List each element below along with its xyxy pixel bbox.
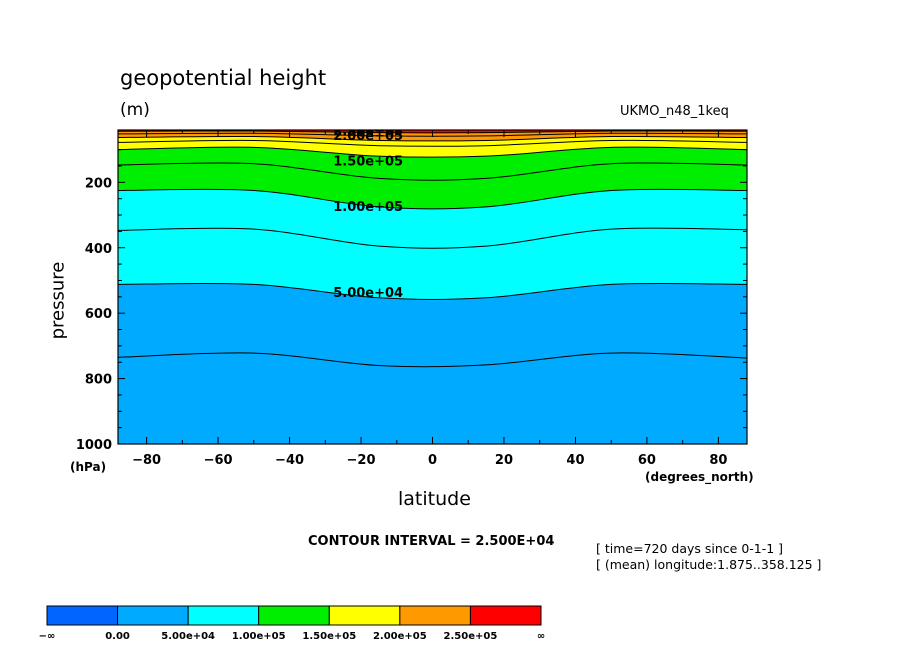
contour-line-150000 (118, 146, 747, 158)
y-axis-unit: (hPa) (70, 460, 107, 474)
colorbar-swatch (399, 605, 471, 626)
dataset-label: UKMO_n48_1keq (620, 104, 729, 119)
contour-line-50000 (118, 282, 747, 300)
longitude-info: [ (mean) longitude:1.875..358.125 ] (596, 557, 822, 572)
contour-label: 1.50e+05 (333, 154, 403, 169)
contour-line-25000 (118, 352, 747, 368)
colorbar-swatch (258, 605, 330, 626)
chart-units: (m) (120, 100, 150, 120)
x-tick-label: −20 (347, 453, 376, 468)
x-tick-label: −40 (275, 453, 304, 468)
colorbar-swatch (328, 605, 401, 626)
time-info: [ time=720 days since 0-1-1 ] (596, 541, 784, 556)
x-tick-label: −60 (204, 453, 233, 468)
contour-label: 5.00e+04 (333, 286, 403, 301)
colorbar-label: −∞ (39, 631, 56, 642)
x-tick-label: 60 (638, 453, 656, 468)
x-axis-label: latitude (398, 488, 471, 510)
contour-line-100000 (118, 188, 747, 210)
y-tick-label: 1000 (76, 438, 112, 453)
colorbar-label: 0.00 (105, 631, 130, 642)
chart-title: geopotential height (120, 66, 327, 90)
colorbar-label: 2.00e+05 (373, 631, 427, 642)
contour-line-75000 (118, 227, 747, 249)
contour-label: 1.00e+05 (333, 200, 403, 215)
contour-line-125000 (118, 162, 747, 181)
contour-line-175000 (118, 139, 747, 147)
fill-band-2 (118, 130, 747, 209)
contour-label: 2.00e+05 (333, 129, 403, 144)
colorbar-swatch (46, 605, 119, 626)
x-tick-label: 40 (566, 453, 584, 468)
x-axis-unit: (degrees_north) (645, 470, 754, 484)
colorbar-label: ∞ (537, 631, 545, 642)
x-tick-label: 80 (709, 453, 727, 468)
colorbar-label: 1.00e+05 (232, 631, 286, 642)
colorbar-label: 5.00e+04 (161, 631, 215, 642)
y-tick-label: 800 (85, 373, 112, 388)
colorbar-label: 2.50e+05 (444, 631, 498, 642)
colorbar-swatch (469, 605, 542, 626)
x-tick-label: 0 (428, 453, 437, 468)
contour-label: 2.50e+05 (333, 124, 403, 139)
contour-line-200000 (118, 135, 747, 142)
x-tick-label: 20 (495, 453, 513, 468)
plot-area: 2.50e+052.00e+05 1.50e+05 1.00e+05 5.00e+04 (118, 124, 747, 444)
y-tick-label: 200 (85, 176, 112, 191)
colorbar-label: 1.50e+05 (302, 631, 356, 642)
x-tick-label: −80 (132, 453, 161, 468)
colorbar-swatch (187, 605, 260, 626)
y-tick-label: 400 (85, 242, 112, 257)
colorbar-swatch (117, 605, 189, 626)
y-tick-label: 600 (85, 307, 112, 322)
contour-interval-label: CONTOUR INTERVAL = 2.500E+04 (308, 534, 555, 549)
